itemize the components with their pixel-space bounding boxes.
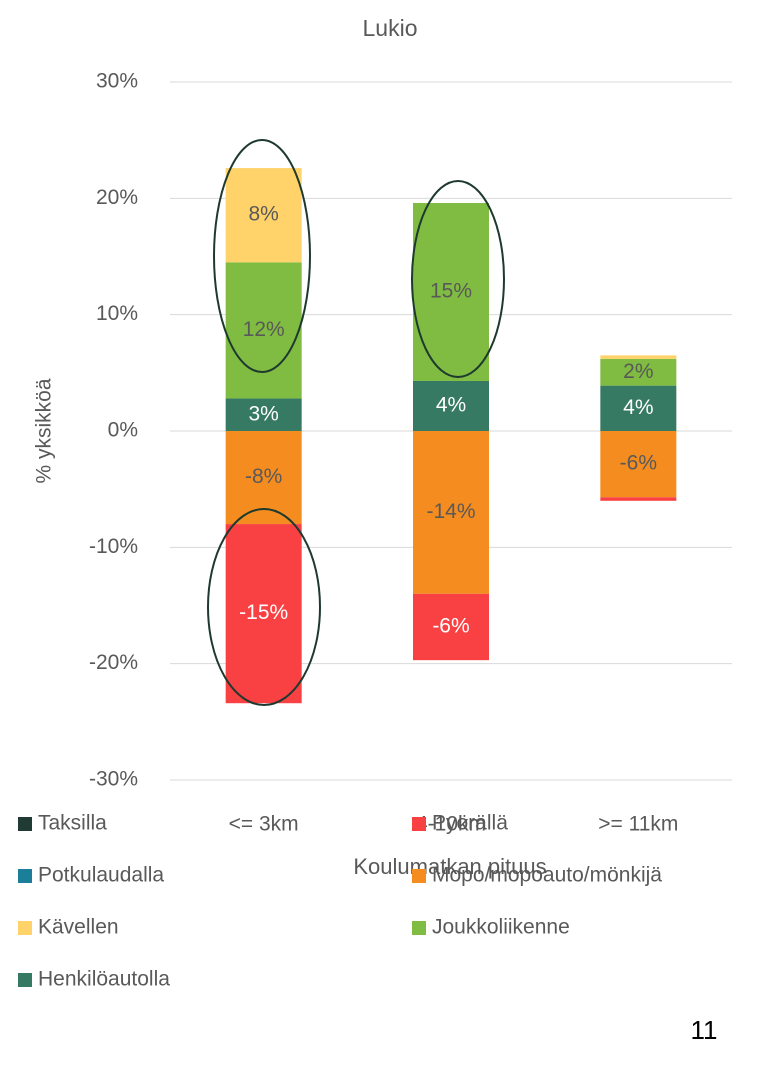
- bar-segment: [600, 431, 677, 498]
- legend-swatch: [18, 973, 32, 987]
- data-label: -15%: [239, 601, 288, 624]
- legend-label: Henkilöautolla: [38, 968, 170, 991]
- data-label: 15%: [430, 280, 472, 303]
- y-tick-label: -10%: [89, 535, 138, 558]
- bar-segment: [225, 168, 302, 263]
- x-tick-label: <= 3km: [229, 813, 299, 836]
- highlight-ellipse: [411, 180, 505, 378]
- y-tick-label: 10%: [96, 302, 138, 325]
- highlight-ellipse: [207, 508, 321, 706]
- legend-swatch: [412, 817, 426, 831]
- data-label: -6%: [620, 452, 657, 475]
- data-label: 4%: [436, 394, 466, 417]
- y-tick-label: 20%: [96, 186, 138, 209]
- x-tick-label: >= 11km: [598, 813, 678, 836]
- legend-label: Pyörällä: [432, 812, 508, 835]
- legend-label: Potkulaudalla: [38, 864, 164, 887]
- bar-segment: [413, 380, 489, 431]
- plot: -30% -20% -10% 0% 10% 20% 30% <= 3km 3% 12% 8% -8% -…: [18, 70, 732, 991]
- data-label: 3%: [248, 402, 278, 425]
- bar-segment: [600, 497, 677, 501]
- legend-swatch: [18, 817, 32, 831]
- annotations: [207, 139, 505, 706]
- data-label: 4%: [623, 396, 653, 419]
- bar-segment: [413, 431, 489, 594]
- y-tick-label: -20%: [89, 651, 138, 674]
- data-label: -6%: [432, 615, 469, 638]
- data-label: -8%: [245, 465, 282, 488]
- bar-segment: [413, 202, 489, 381]
- data-label: -14%: [426, 500, 475, 523]
- bar-segment: [225, 262, 302, 399]
- y-tick-label: 30%: [96, 70, 138, 93]
- x-tick-label: 4-10km: [416, 813, 486, 836]
- data-label: 8%: [248, 203, 278, 226]
- bar-segment: [225, 398, 302, 431]
- highlight-ellipse: [213, 139, 311, 373]
- bar-segment: [600, 385, 677, 431]
- legend-swatch: [18, 921, 32, 935]
- x-axis-title: Koulumatkan pituus: [353, 854, 546, 879]
- chart-title: Lukio: [363, 15, 418, 41]
- legend-label: Taksilla: [38, 812, 107, 835]
- bar-segment: [413, 593, 489, 661]
- legend-swatch: [18, 869, 32, 883]
- bar-segment: [600, 358, 677, 386]
- y-axis-title: % yksikköä: [33, 378, 56, 483]
- bar-segment: [225, 524, 302, 704]
- page-number: 11: [691, 1015, 718, 1045]
- data-label: 2%: [623, 360, 653, 383]
- legend-label: Kävellen: [38, 916, 119, 939]
- y-tick-label: -30%: [89, 768, 138, 791]
- legend-swatch: [412, 869, 426, 883]
- data-label: 12%: [243, 318, 285, 341]
- legend-label: Joukkoliikenne: [432, 916, 570, 939]
- legend-label: Mopo/mopoauto/mönkijä: [432, 864, 662, 887]
- bar-segment: [600, 355, 677, 359]
- y-tick-label: 0%: [108, 419, 138, 442]
- legend-swatch: [412, 921, 426, 935]
